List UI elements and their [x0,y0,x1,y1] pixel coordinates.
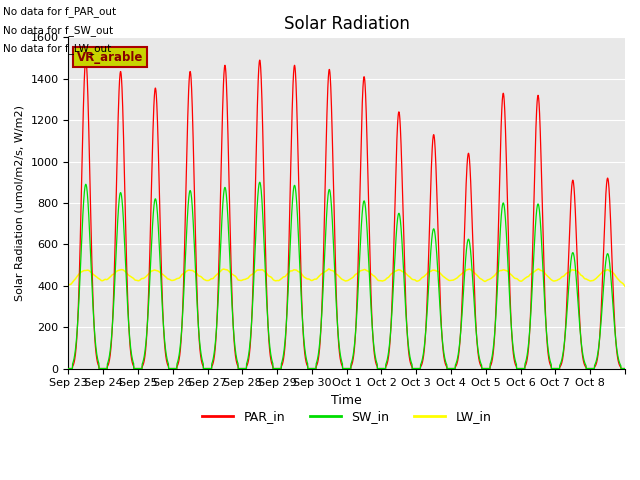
Text: VR_arable: VR_arable [77,50,143,63]
Title: Solar Radiation: Solar Radiation [284,15,410,33]
Text: No data for f_SW_out: No data for f_SW_out [3,24,113,36]
Y-axis label: Solar Radiation (umol/m2/s, W/m2): Solar Radiation (umol/m2/s, W/m2) [15,105,25,301]
X-axis label: Time: Time [332,394,362,407]
Legend: PAR_in, SW_in, LW_in: PAR_in, SW_in, LW_in [197,406,497,429]
Text: No data for f_LW_out: No data for f_LW_out [3,43,111,54]
Text: No data for f_PAR_out: No data for f_PAR_out [3,6,116,17]
